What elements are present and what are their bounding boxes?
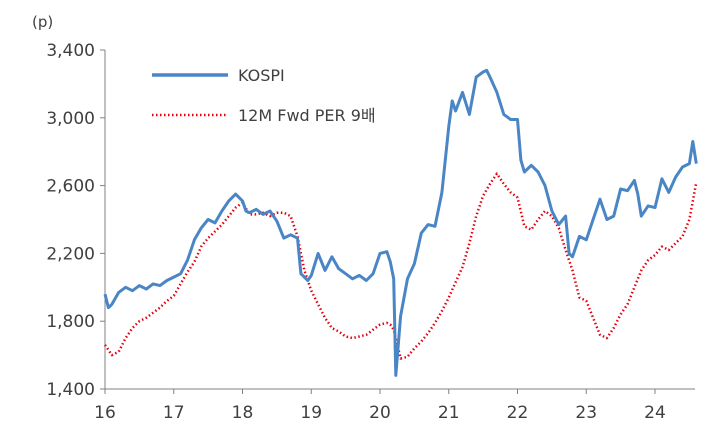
y-unit-label: (p) [32,13,53,31]
x-axis-ticks: 16 17 18 19 20 21 22 23 24 [94,389,666,423]
x-tick-label: 18 [232,403,254,423]
y-tick-label: 1,400 [46,380,95,400]
series-layer [103,68,698,377]
y-tick-label: 1,800 [46,312,95,332]
x-tick-label: 16 [94,403,116,423]
legend: KOSPI 12M Fwd PER 9배 [152,66,376,125]
x-tick-label: 23 [575,403,597,423]
legend-label-per: 12M Fwd PER 9배 [238,106,376,125]
x-tick-label: 19 [300,403,322,423]
x-tick-label: 21 [438,403,460,423]
y-tick-label: 2,200 [46,244,95,264]
y-tick-label: 3,400 [46,41,95,61]
x-tick-label: 24 [644,403,666,423]
legend-label-kospi: KOSPI [238,66,285,85]
y-tick-label: 2,600 [46,177,95,197]
y-axis-ticks: 1,400 1,800 2,200 2,600 3,000 3,400 [46,41,105,400]
y-tick-label: 3,000 [46,109,95,129]
series-line-kospi [103,68,698,377]
x-tick-label: 20 [369,403,391,423]
x-tick-label: 22 [507,403,529,423]
x-tick-label: 17 [163,403,185,423]
